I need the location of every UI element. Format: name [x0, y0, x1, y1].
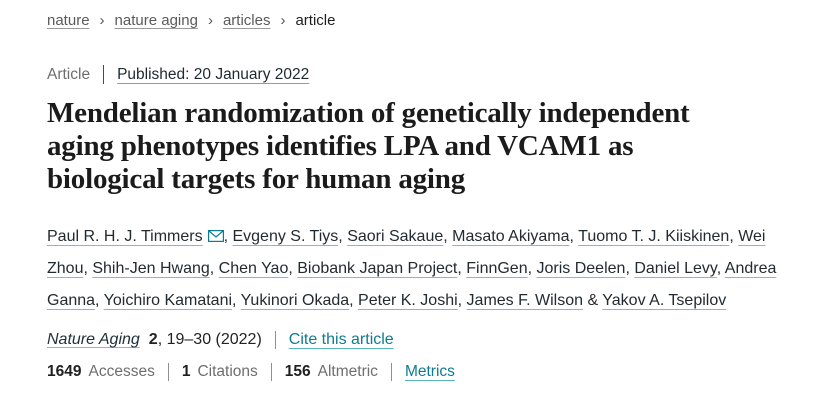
author-list: Paul R. H. J. Timmers, Evgeny S. Tiys, S…: [47, 228, 777, 309]
author-link[interactable]: Yukinori Okada: [240, 292, 350, 309]
author-link[interactable]: Evgeny S. Tiys: [232, 228, 339, 245]
author-link[interactable]: Andrea Ganna: [47, 260, 777, 309]
vertical-divider: [274, 331, 276, 349]
author-link[interactable]: Masato Akiyama: [452, 228, 570, 245]
metrics-link[interactable]: Metrics: [404, 363, 455, 380]
metric-value: 1: [181, 363, 191, 380]
article-type-label: Article: [47, 65, 91, 83]
author-link[interactable]: Yoichiro Kamatani: [103, 292, 233, 309]
breadcrumb: nature › nature aging › articles › article: [47, 12, 782, 29]
breadcrumb-link-nature[interactable]: nature: [47, 12, 90, 29]
author-link[interactable]: Saori Sakaue: [347, 228, 444, 245]
metric-value: 156: [284, 363, 311, 380]
vertical-divider: [103, 65, 105, 84]
author-link[interactable]: Tuomo T. J. Kiiskinen: [578, 228, 730, 245]
author-conjunction: &: [583, 292, 603, 309]
journal-name-link[interactable]: Nature Aging: [47, 331, 140, 348]
vertical-divider: [167, 363, 169, 381]
author-link[interactable]: Daniel Levy: [634, 260, 717, 277]
journal-citation-row: Nature Aging 2 , 19–30 (2022) Cite this …: [47, 331, 782, 349]
article-title-line: aging phenotypes identifies LPA and VCAM…: [47, 130, 634, 162]
author-link[interactable]: Chen Yao: [218, 260, 289, 277]
breadcrumb-current: article: [295, 12, 336, 29]
envelope-icon: [207, 230, 224, 243]
author-link[interactable]: Paul R. H. J. Timmers: [47, 228, 203, 245]
published-date-link[interactable]: Published: 20 January 2022: [117, 65, 310, 83]
metric-label: Accesses: [88, 363, 155, 380]
metrics-row: 1649 Accesses 1 Citations 156 Altmetric Metric…: [47, 363, 782, 381]
vertical-divider: [390, 363, 392, 381]
metric-label: Altmetric: [317, 363, 378, 380]
article-title: Mendelian randomization of genetically i…: [47, 97, 782, 196]
journal-pages-year: , 19–30 (2022): [157, 331, 262, 348]
breadcrumb-separator-icon: ›: [280, 12, 286, 29]
metric-value: 1649: [47, 363, 82, 380]
article-meta-row: Article Published: 20 January 2022: [47, 65, 782, 84]
author-link[interactable]: Joris Deelen: [536, 260, 626, 277]
email-author-link[interactable]: [207, 228, 224, 245]
journal-volume: 2: [148, 331, 158, 348]
article-header-page: nature › nature aging › articles › article Art…: [47, 12, 782, 381]
vertical-divider: [270, 363, 272, 381]
author-link[interactable]: James F. Wilson: [466, 292, 584, 309]
author-link[interactable]: Peter K. Joshi: [358, 292, 458, 309]
breadcrumb-link-articles[interactable]: articles: [222, 12, 271, 29]
author-link[interactable]: Wei Zhou: [47, 228, 766, 277]
breadcrumb-separator-icon: ›: [99, 12, 105, 29]
author-link[interactable]: FinnGen: [466, 260, 528, 277]
author-link[interactable]: Shih-Jen Hwang: [92, 260, 210, 277]
breadcrumb-link-nature-aging[interactable]: nature aging: [114, 12, 198, 29]
article-title-line: Mendelian randomization of genetically i…: [47, 97, 690, 129]
breadcrumb-separator-icon: ›: [207, 12, 213, 29]
author-link[interactable]: Biobank Japan Project: [297, 260, 458, 277]
metric-label: Citations: [197, 363, 258, 380]
author-link[interactable]: Yakov A. Tsepilov: [602, 292, 727, 309]
article-title-line: biological targets for human aging: [47, 163, 466, 195]
cite-this-article-link[interactable]: Cite this article: [288, 331, 394, 348]
